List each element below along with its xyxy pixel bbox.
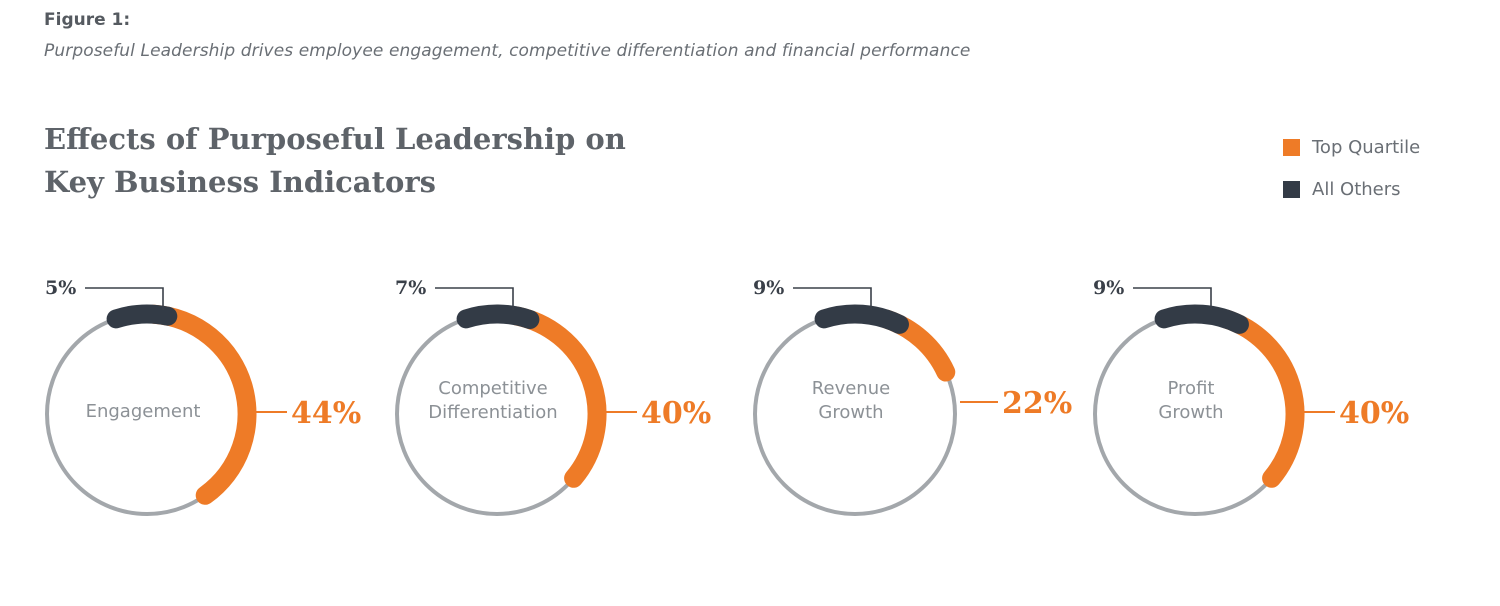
leader-all-others-3 [1133,287,1212,310]
arc-top-quartile-0 [144,304,257,505]
category-label-2-0: Revenue [812,378,890,399]
label-all-others-3: 9% [1093,277,1124,299]
legend-swatch-all-others [1283,180,1300,198]
leader-all-others-0 [85,287,164,310]
category-label-1-0: Competitive [438,378,547,399]
label-all-others-2: 9% [753,277,784,299]
arc-top-quartile-1 [506,306,607,488]
category-label-0-0: Engagement [86,401,201,422]
leader-all-others-2 [793,287,872,310]
arc-all-others-2 [814,304,909,334]
label-top-quartile-3: 40% [1339,396,1409,431]
chart-title-line-2: Key Business Indicators [44,165,436,199]
legend-swatch-top-quartile [1283,138,1300,156]
category-label-3-1: Growth [1158,402,1223,423]
legend-label-top-quartile: Top Quartile [1312,136,1421,158]
arc-all-others-1 [456,304,540,330]
leader-all-others-1 [435,287,514,310]
category-label-2-1: Growth [818,402,883,423]
label-top-quartile-0: 44% [291,396,361,431]
arc-top-quartile-3 [1217,309,1305,488]
legend: Top Quartile All Others [1283,126,1420,210]
category-label-3-0: Profit [1168,378,1215,399]
chart-title: Effects of Purposeful Leadership on Key … [44,118,744,204]
legend-item-all-others: All Others [1283,168,1420,210]
figure-label: Figure 1: [44,10,131,30]
label-top-quartile-1: 40% [641,396,711,431]
label-top-quartile-2: 22% [1002,386,1072,421]
arc-all-others-3 [1154,304,1249,334]
figure-caption: Purposeful Leadership drives employee en… [44,41,971,61]
label-all-others-1: 7% [395,277,426,299]
legend-item-top-quartile: Top Quartile [1283,126,1420,168]
chart-title-line-1: Effects of Purposeful Leadership on [44,122,626,156]
arc-all-others-0 [106,304,178,329]
legend-label-all-others: All Others [1312,178,1401,200]
category-label-1-1: Differentiation [428,402,557,423]
label-all-others-0: 5% [45,277,76,299]
